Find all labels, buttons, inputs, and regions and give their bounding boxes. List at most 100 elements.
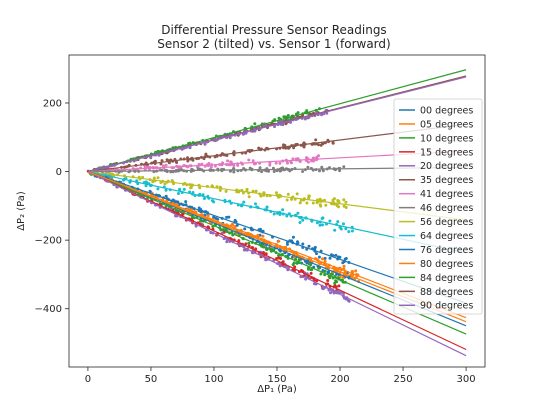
chart-title: Differential Pressure Sensor Readings	[161, 23, 386, 37]
scatter-point	[287, 193, 290, 196]
scatter-point	[243, 227, 246, 230]
scatter-point	[326, 279, 329, 282]
scatter-point	[266, 206, 269, 209]
scatter-point	[324, 204, 327, 207]
legend-label: 76 degrees	[420, 245, 473, 256]
legend: 00 degrees05 degrees10 degrees15 degrees…	[394, 99, 482, 314]
x-axis-ticks: 0 50 100 150 200 250 300	[85, 367, 476, 385]
legend-label: 84 degrees	[420, 273, 473, 284]
scatter-point	[287, 114, 290, 117]
scatter-point	[338, 256, 341, 259]
scatter-point	[299, 201, 302, 204]
scatter-point	[259, 166, 262, 169]
scatter-point	[197, 167, 200, 170]
scatter-point	[333, 229, 336, 232]
y-tick-label: −400	[35, 304, 62, 315]
scatter-point	[329, 291, 332, 294]
scatter-point	[178, 188, 181, 191]
scatter-point	[184, 200, 187, 203]
scatter-point	[320, 144, 323, 147]
scatter-point	[319, 205, 322, 208]
scatter-point	[183, 188, 186, 191]
legend-label: 15 degrees	[420, 147, 473, 158]
scatter-point	[301, 170, 304, 173]
scatter-point	[273, 170, 276, 173]
scatter-point	[319, 273, 322, 276]
legend-label: 20 degrees	[420, 161, 473, 172]
scatter-point	[316, 221, 319, 224]
scatter-point	[259, 195, 262, 198]
scatter-point	[332, 199, 335, 202]
scatter-point	[296, 212, 299, 215]
scatter-point	[177, 192, 180, 195]
scatter-point	[279, 257, 282, 260]
scatter-point	[328, 276, 331, 279]
scatter-point	[344, 201, 347, 204]
scatter-point	[226, 159, 229, 162]
legend-label: 80 degrees	[420, 259, 473, 270]
scatter-point	[301, 219, 304, 222]
scatter-point	[328, 220, 331, 223]
scatter-point	[315, 252, 318, 255]
scatter-point	[225, 190, 228, 193]
scatter-point	[207, 214, 210, 217]
scatter-point	[319, 224, 322, 227]
scatter-point	[166, 158, 169, 161]
scatter-point	[153, 177, 156, 180]
scatter-point	[255, 190, 258, 193]
legend-label: 46 degrees	[420, 203, 473, 214]
scatter-point	[310, 272, 313, 275]
scatter-point	[336, 220, 339, 223]
scatter-point	[354, 269, 357, 272]
scatter-point	[309, 263, 312, 266]
scatter-point	[308, 245, 311, 248]
scatter-point	[331, 273, 334, 276]
scatter-point	[321, 217, 324, 220]
scatter-point	[342, 222, 345, 225]
scatter-points	[87, 107, 360, 302]
scatter-point	[286, 199, 289, 202]
legend-label: 56 degrees	[420, 217, 473, 228]
scatter-point	[198, 186, 201, 189]
scatter-point	[306, 166, 309, 169]
x-tick-label: 200	[330, 374, 349, 385]
scatter-point	[232, 171, 235, 174]
scatter-point	[343, 265, 346, 268]
scatter-point	[165, 164, 168, 167]
legend-label: 64 degrees	[420, 231, 473, 242]
scatter-point	[332, 142, 335, 145]
scatter-point	[242, 201, 245, 204]
scatter-point	[329, 257, 332, 260]
scatter-point	[229, 160, 232, 163]
scatter-point	[342, 165, 345, 168]
legend-label: 88 degrees	[420, 287, 473, 298]
scatter-point	[348, 300, 351, 303]
y-axis-label: ΔP₂ (Pa)	[16, 191, 27, 231]
scatter-point	[151, 180, 154, 183]
scatter-point	[278, 162, 281, 165]
x-axis-label: ΔP₁ (Pa)	[257, 384, 297, 395]
scatter-point	[334, 254, 337, 257]
scatter-point	[301, 243, 304, 246]
scatter-point	[252, 159, 255, 162]
scatter-point	[287, 147, 290, 150]
x-tick-label: 100	[204, 374, 223, 385]
scatter-point	[318, 169, 321, 172]
scatter-point	[254, 202, 257, 205]
scatter-point	[189, 186, 192, 189]
y-tick-label: 200	[43, 99, 62, 110]
legend-label: 10 degrees	[420, 133, 473, 144]
scatter-point	[338, 169, 341, 172]
x-tick-label: 50	[145, 374, 158, 385]
scatter-point	[321, 223, 324, 226]
scatter-point	[282, 143, 285, 146]
x-tick-label: 250	[394, 374, 413, 385]
scatter-point	[305, 202, 308, 205]
scatter-point	[318, 256, 321, 259]
scatter-point	[156, 187, 159, 190]
scatter-point	[308, 195, 311, 198]
scatter-point	[292, 236, 295, 239]
scatter-point	[317, 143, 320, 146]
legend-label: 41 degrees	[420, 189, 473, 200]
